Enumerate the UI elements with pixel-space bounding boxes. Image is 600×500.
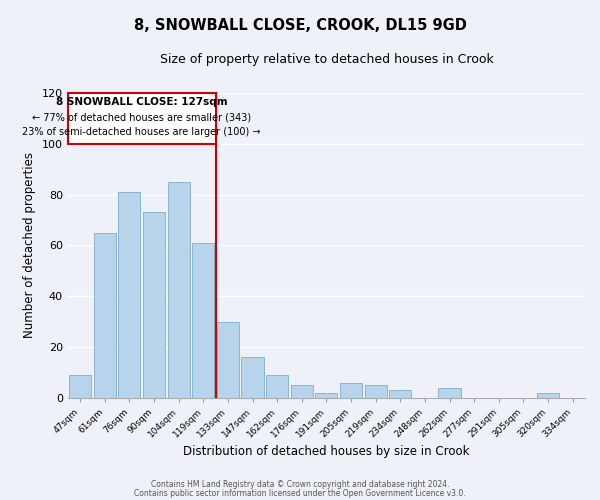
Bar: [143, 212, 165, 398]
Bar: [69, 375, 91, 398]
Text: 23% of semi-detached houses are larger (100) →: 23% of semi-detached houses are larger (…: [22, 128, 261, 138]
Bar: [537, 393, 559, 398]
Bar: [316, 393, 337, 398]
Title: Size of property relative to detached houses in Crook: Size of property relative to detached ho…: [160, 52, 493, 66]
Y-axis label: Number of detached properties: Number of detached properties: [23, 152, 36, 338]
Bar: [241, 357, 263, 398]
Text: Contains public sector information licensed under the Open Government Licence v3: Contains public sector information licen…: [134, 488, 466, 498]
Bar: [192, 243, 214, 398]
Text: 8, SNOWBALL CLOSE, CROOK, DL15 9GD: 8, SNOWBALL CLOSE, CROOK, DL15 9GD: [134, 18, 466, 32]
Bar: [340, 382, 362, 398]
Bar: [94, 232, 116, 398]
Bar: [389, 390, 412, 398]
Bar: [118, 192, 140, 398]
Bar: [291, 385, 313, 398]
Text: 8 SNOWBALL CLOSE: 127sqm: 8 SNOWBALL CLOSE: 127sqm: [56, 97, 227, 107]
Bar: [217, 322, 239, 398]
Bar: [167, 182, 190, 398]
X-axis label: Distribution of detached houses by size in Crook: Distribution of detached houses by size …: [183, 444, 470, 458]
Text: ← 77% of detached houses are smaller (343): ← 77% of detached houses are smaller (34…: [32, 112, 251, 122]
Bar: [266, 375, 288, 398]
Bar: [365, 385, 387, 398]
FancyBboxPatch shape: [68, 93, 215, 144]
Bar: [439, 388, 461, 398]
Text: Contains HM Land Registry data © Crown copyright and database right 2024.: Contains HM Land Registry data © Crown c…: [151, 480, 449, 489]
